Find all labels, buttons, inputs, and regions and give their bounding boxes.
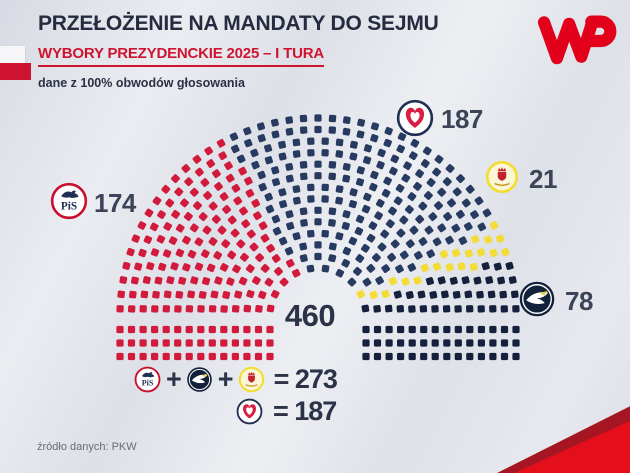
pis-seat-count: 174 [94,188,136,218]
svg-text:PiS: PiS [142,378,154,387]
eagle-badge-icon [186,366,213,393]
eagle-badge-icon [518,280,556,318]
heart-seat-count: 187 [441,104,483,134]
data-coverage-note: dane z 100% obwodów głosowania [38,76,245,90]
crown-badge-icon [485,160,519,194]
equation-result-273: = 273 [273,364,338,394]
equation-result-187: = 187 [273,396,337,426]
coalition-equation-273: PiS + + = 273 [134,364,338,394]
plus-sign: + [166,364,182,394]
pis-party-badge-icon: PiS [134,366,161,393]
coalition-equation-187: = 187 [236,396,337,426]
total-seats-label: 460 [284,298,336,333]
poland-flag-red-stripe [0,63,31,80]
poland-flag-white-stripe [0,46,25,63]
page-subtitle: WYBORY PREZYDENCKIE 2025 – I TURA [38,45,324,67]
heart-badge-icon [396,99,434,137]
page-title: PRZEŁOŻENIE NA MANDATY DO SEJMU [38,12,439,35]
konfederacja-seat-count: 78 [565,286,593,316]
plus-sign: + [217,364,234,394]
pis-party-badge-icon: PiS [50,182,88,220]
svg-text:PiS: PiS [61,201,77,213]
crown-seat-count: 21 [529,164,557,194]
heart-badge-icon [236,398,263,425]
data-source-text: źródło danych: PKW [37,441,137,453]
crown-badge-icon [238,366,265,393]
wp-logo-icon [534,12,620,70]
